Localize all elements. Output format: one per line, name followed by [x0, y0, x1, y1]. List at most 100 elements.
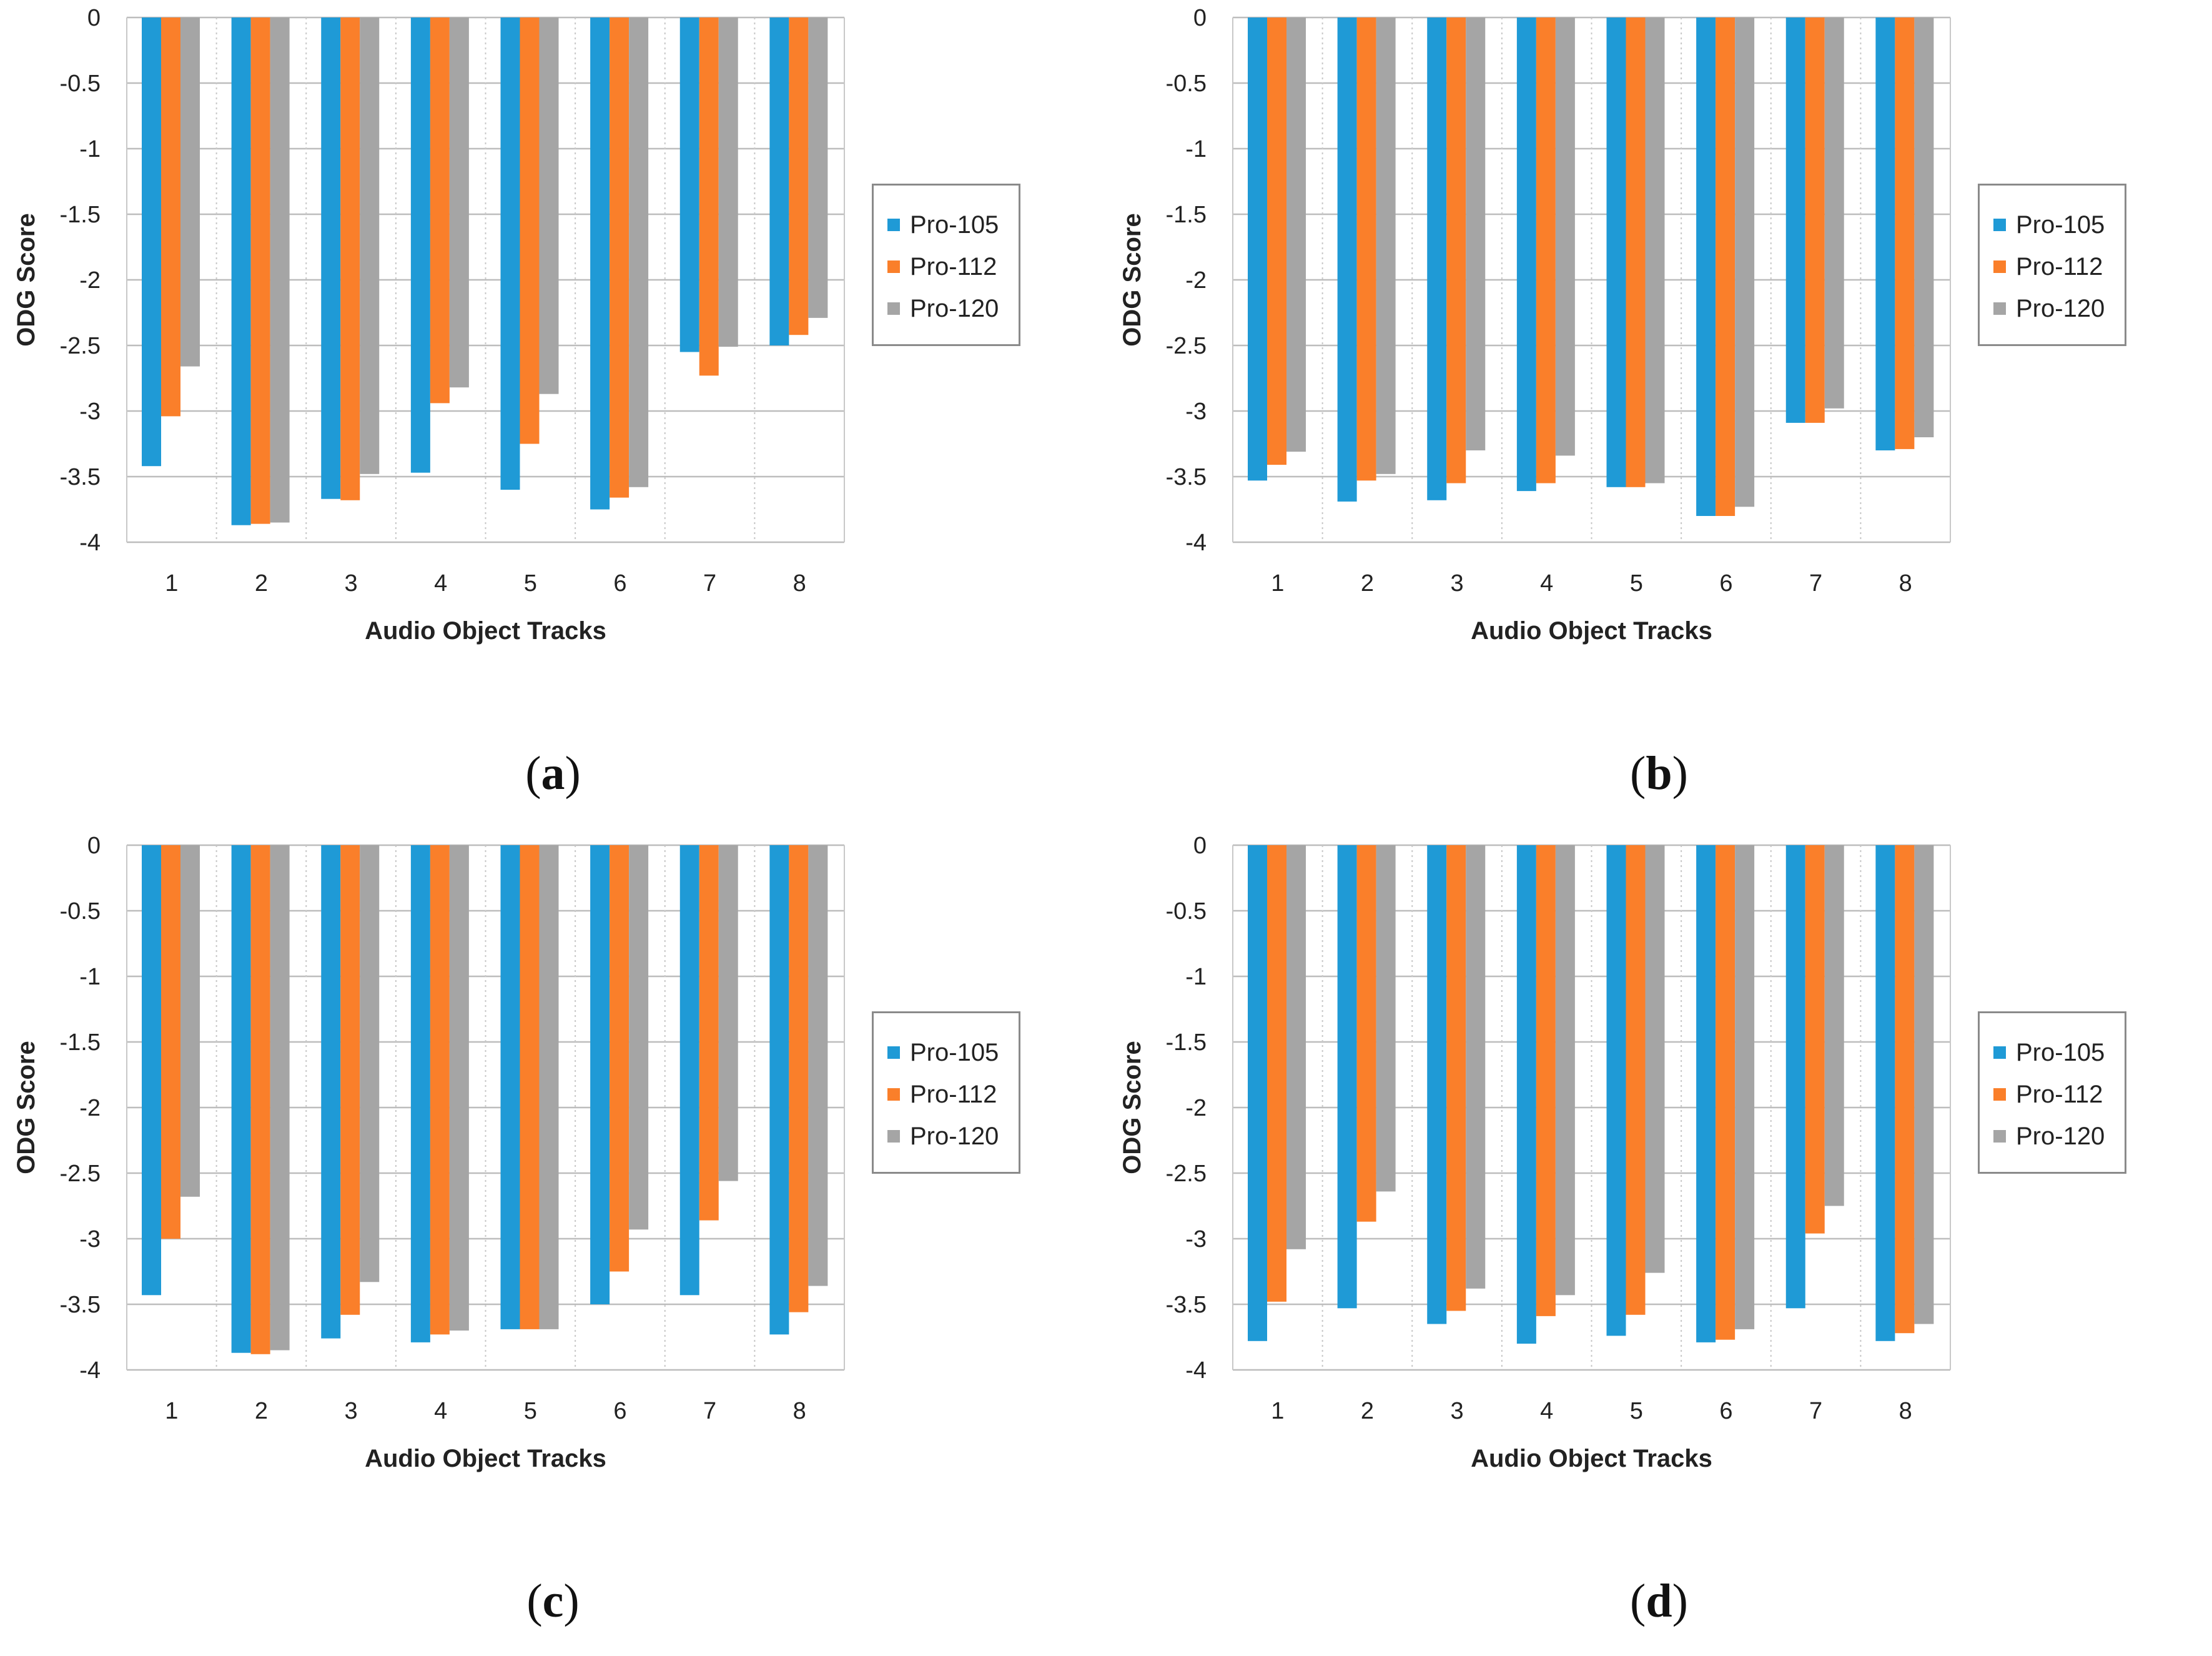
x-tick-label: 5: [524, 1398, 537, 1424]
bar-chart-a: 0 -0.5 -1 -1.5 -2 -2.5 -3 -3.5 -4 1 2 3 4 5 6 7 8 Audio O…: [12, 5, 845, 645]
legend-swatch-pro-105: [887, 219, 900, 231]
bar-pro-120-track-1: [1286, 17, 1306, 452]
bar-pro-105-track-6: [1696, 17, 1716, 516]
bar-pro-112-track-1: [161, 17, 180, 417]
bar-pro-120-track-6: [629, 17, 649, 487]
legend-label-pro-112: Pro-112: [2016, 252, 2103, 280]
x-tick-label: 3: [344, 1398, 357, 1424]
bar-pro-112-track-3: [1446, 17, 1466, 483]
bar-pro-120-track-3: [1466, 845, 1486, 1289]
bar-pro-120-track-1: [180, 17, 200, 367]
bar-pro-120-track-2: [270, 17, 290, 523]
legend-item-pro-105: Pro-105: [1993, 1034, 2105, 1071]
x-tick-label: 6: [1719, 570, 1732, 597]
legend-swatch-pro-112: [887, 1088, 900, 1101]
bar-pro-120-track-6: [1735, 17, 1755, 507]
legend-swatch-pro-112: [887, 260, 900, 273]
bar-pro-105-track-7: [1785, 845, 1805, 1309]
y-tick-label: -2.5: [60, 1161, 101, 1187]
bar-pro-112-track-6: [1716, 17, 1736, 516]
x-tick-label: 6: [1719, 1398, 1732, 1424]
bar-pro-120-track-8: [808, 845, 828, 1286]
legend-item-pro-112: Pro-112: [1993, 248, 2103, 285]
bar-pro-112-track-6: [610, 17, 630, 498]
y-tick-label: -3.5: [1166, 464, 1207, 490]
panel-c: 0 -0.5 -1 -1.5 -2 -2.5 -3 -3.5 -4 1 2 3 4 5 6 7 8 Audio O…: [0, 828, 1106, 1655]
y-tick-label: -2.5: [1166, 1161, 1207, 1187]
x-tick-label: 2: [255, 1398, 268, 1424]
y-tick-label: -0.5: [60, 71, 101, 97]
bar-pro-120-track-1: [1286, 845, 1306, 1249]
panel-a: 0 -0.5 -1 -1.5 -2 -2.5 -3 -3.5 -4 1 2 3 4 5 6 7 8 Audio O…: [0, 0, 1106, 828]
x-axis-title: Audio Object Tracks: [365, 617, 606, 645]
y-tick-label: -2: [1185, 267, 1207, 294]
legend-a: Pro-105 Pro-112 Pro-120: [872, 184, 1020, 346]
bar-pro-112-track-4: [1536, 17, 1556, 483]
bar-pro-120-track-4: [449, 845, 469, 1331]
x-tick-label: 2: [1361, 570, 1374, 597]
bar-pro-112-track-6: [610, 845, 630, 1272]
x-tick-label: 7: [703, 570, 716, 597]
x-tick-label: 5: [524, 570, 537, 597]
legend-label-pro-105: Pro-105: [910, 211, 999, 239]
y-tick-label: -1: [79, 136, 101, 162]
bar-pro-112-track-4: [430, 845, 450, 1335]
bar-pro-105-track-6: [1696, 845, 1716, 1342]
y-tick-label: -1.5: [60, 1029, 101, 1056]
bar-pro-120-track-7: [718, 845, 738, 1181]
bar-pro-105-track-3: [321, 845, 341, 1339]
legend-label-pro-112: Pro-112: [910, 252, 997, 280]
y-tick-label: -4: [79, 1357, 101, 1384]
y-tick-label: -1: [79, 964, 101, 990]
x-tick-label: 4: [434, 570, 447, 597]
bar-pro-105-track-5: [1606, 17, 1626, 487]
bar-pro-120-track-4: [449, 17, 469, 388]
x-tick-label: 3: [1450, 1398, 1463, 1424]
y-tick-label: -4: [1185, 530, 1207, 556]
bar-pro-105-track-5: [500, 17, 520, 490]
bar-pro-105-track-1: [1248, 17, 1267, 481]
bar-pro-105-track-6: [590, 17, 610, 510]
y-tick-label: -4: [79, 530, 101, 556]
bar-pro-105-track-2: [1337, 845, 1357, 1309]
y-tick-label: -3.5: [60, 464, 101, 490]
legend-swatch-pro-105: [1993, 1046, 2006, 1059]
y-axis-title: ODG Score: [1118, 213, 1146, 346]
x-tick-label: 1: [1271, 570, 1284, 597]
y-tick-label: -2.5: [60, 333, 101, 359]
x-tick-label: 7: [1809, 570, 1822, 597]
bar-pro-105-track-5: [1606, 845, 1626, 1336]
bar-pro-105-track-2: [231, 845, 251, 1353]
bar-pro-112-track-5: [520, 17, 540, 444]
legend-item-pro-105: Pro-105: [1993, 206, 2105, 244]
bar-pro-112-track-2: [1356, 845, 1376, 1222]
bar-pro-112-track-8: [789, 17, 809, 335]
panel-label-d: (d): [1630, 1575, 1688, 1627]
y-tick-label: -1.5: [1166, 1029, 1207, 1056]
legend-label-pro-120: Pro-120: [910, 1122, 999, 1150]
bar-pro-105-track-8: [769, 17, 789, 345]
panel-d: 0 -0.5 -1 -1.5 -2 -2.5 -3 -3.5 -4 1 2 3 4 5 6 7 8 Audio O…: [1106, 828, 2212, 1655]
bar-pro-112-track-8: [1895, 17, 1915, 449]
bar-pro-120-track-4: [1555, 17, 1575, 456]
legend-swatch-pro-120: [1993, 302, 2006, 315]
y-tick-label: -3: [79, 399, 101, 425]
panel-label-a: (a): [525, 747, 581, 800]
x-tick-label: 7: [1809, 1398, 1822, 1424]
bar-pro-112-track-7: [699, 17, 719, 376]
x-tick-label: 8: [1899, 570, 1912, 597]
legend-label-pro-120: Pro-120: [2016, 294, 2105, 322]
y-tick-label: -2.5: [1166, 333, 1207, 359]
y-tick-label: 0: [87, 833, 101, 859]
legend-label-pro-105: Pro-105: [2016, 1038, 2105, 1066]
legend-item-pro-112: Pro-112: [887, 248, 997, 285]
legend-item-pro-120: Pro-120: [887, 290, 999, 327]
bar-pro-112-track-8: [1895, 845, 1915, 1334]
legend-d: Pro-105 Pro-112 Pro-120: [1978, 1011, 2126, 1174]
x-tick-label: 8: [1899, 1398, 1912, 1424]
bar-pro-105-track-3: [1427, 845, 1447, 1324]
bar-pro-112-track-3: [340, 17, 360, 500]
x-tick-label: 3: [344, 570, 357, 597]
bar-chart-c: 0 -0.5 -1 -1.5 -2 -2.5 -3 -3.5 -4 1 2 3 4 5 6 7 8 Audio O…: [12, 833, 845, 1472]
bar-pro-112-track-5: [1626, 845, 1646, 1315]
